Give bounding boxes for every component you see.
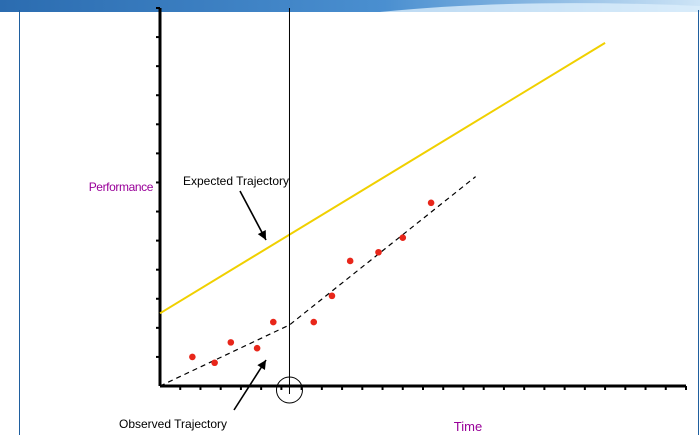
expected-trajectory-arrow (239, 190, 267, 241)
expected-trajectory-arrow-head (257, 229, 266, 240)
observation-point (189, 353, 196, 361)
observation-point (375, 248, 382, 256)
observed-trajectory-arrow (233, 359, 267, 411)
observation-point (399, 234, 407, 242)
intervention-marker (275, 376, 303, 404)
header-swoosh (380, 3, 700, 12)
observation-point (427, 199, 435, 207)
observed-trajectory-arrow-head (257, 360, 266, 371)
y-axis-label: Performance (89, 180, 154, 194)
observed-trajectory-line (159, 176, 476, 387)
observation-point (346, 257, 354, 265)
observation-point (227, 339, 235, 346)
x-axis-label: Time (454, 419, 482, 434)
expected-trajectory-label: Expected Trajectory (183, 174, 289, 188)
observation-point (253, 344, 261, 352)
expected-trajectory-line (159, 42, 606, 315)
observed-trajectory-label: Observed Trajectory (119, 417, 227, 431)
observation-point (211, 359, 218, 367)
observation-point (328, 292, 336, 300)
slide-header-bar (0, 0, 700, 12)
observation-point (310, 318, 318, 326)
observation-point (269, 318, 277, 326)
